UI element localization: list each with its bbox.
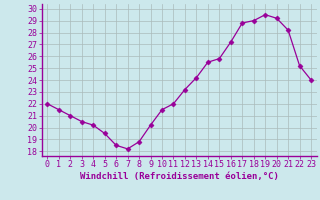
X-axis label: Windchill (Refroidissement éolien,°C): Windchill (Refroidissement éolien,°C) xyxy=(80,172,279,181)
